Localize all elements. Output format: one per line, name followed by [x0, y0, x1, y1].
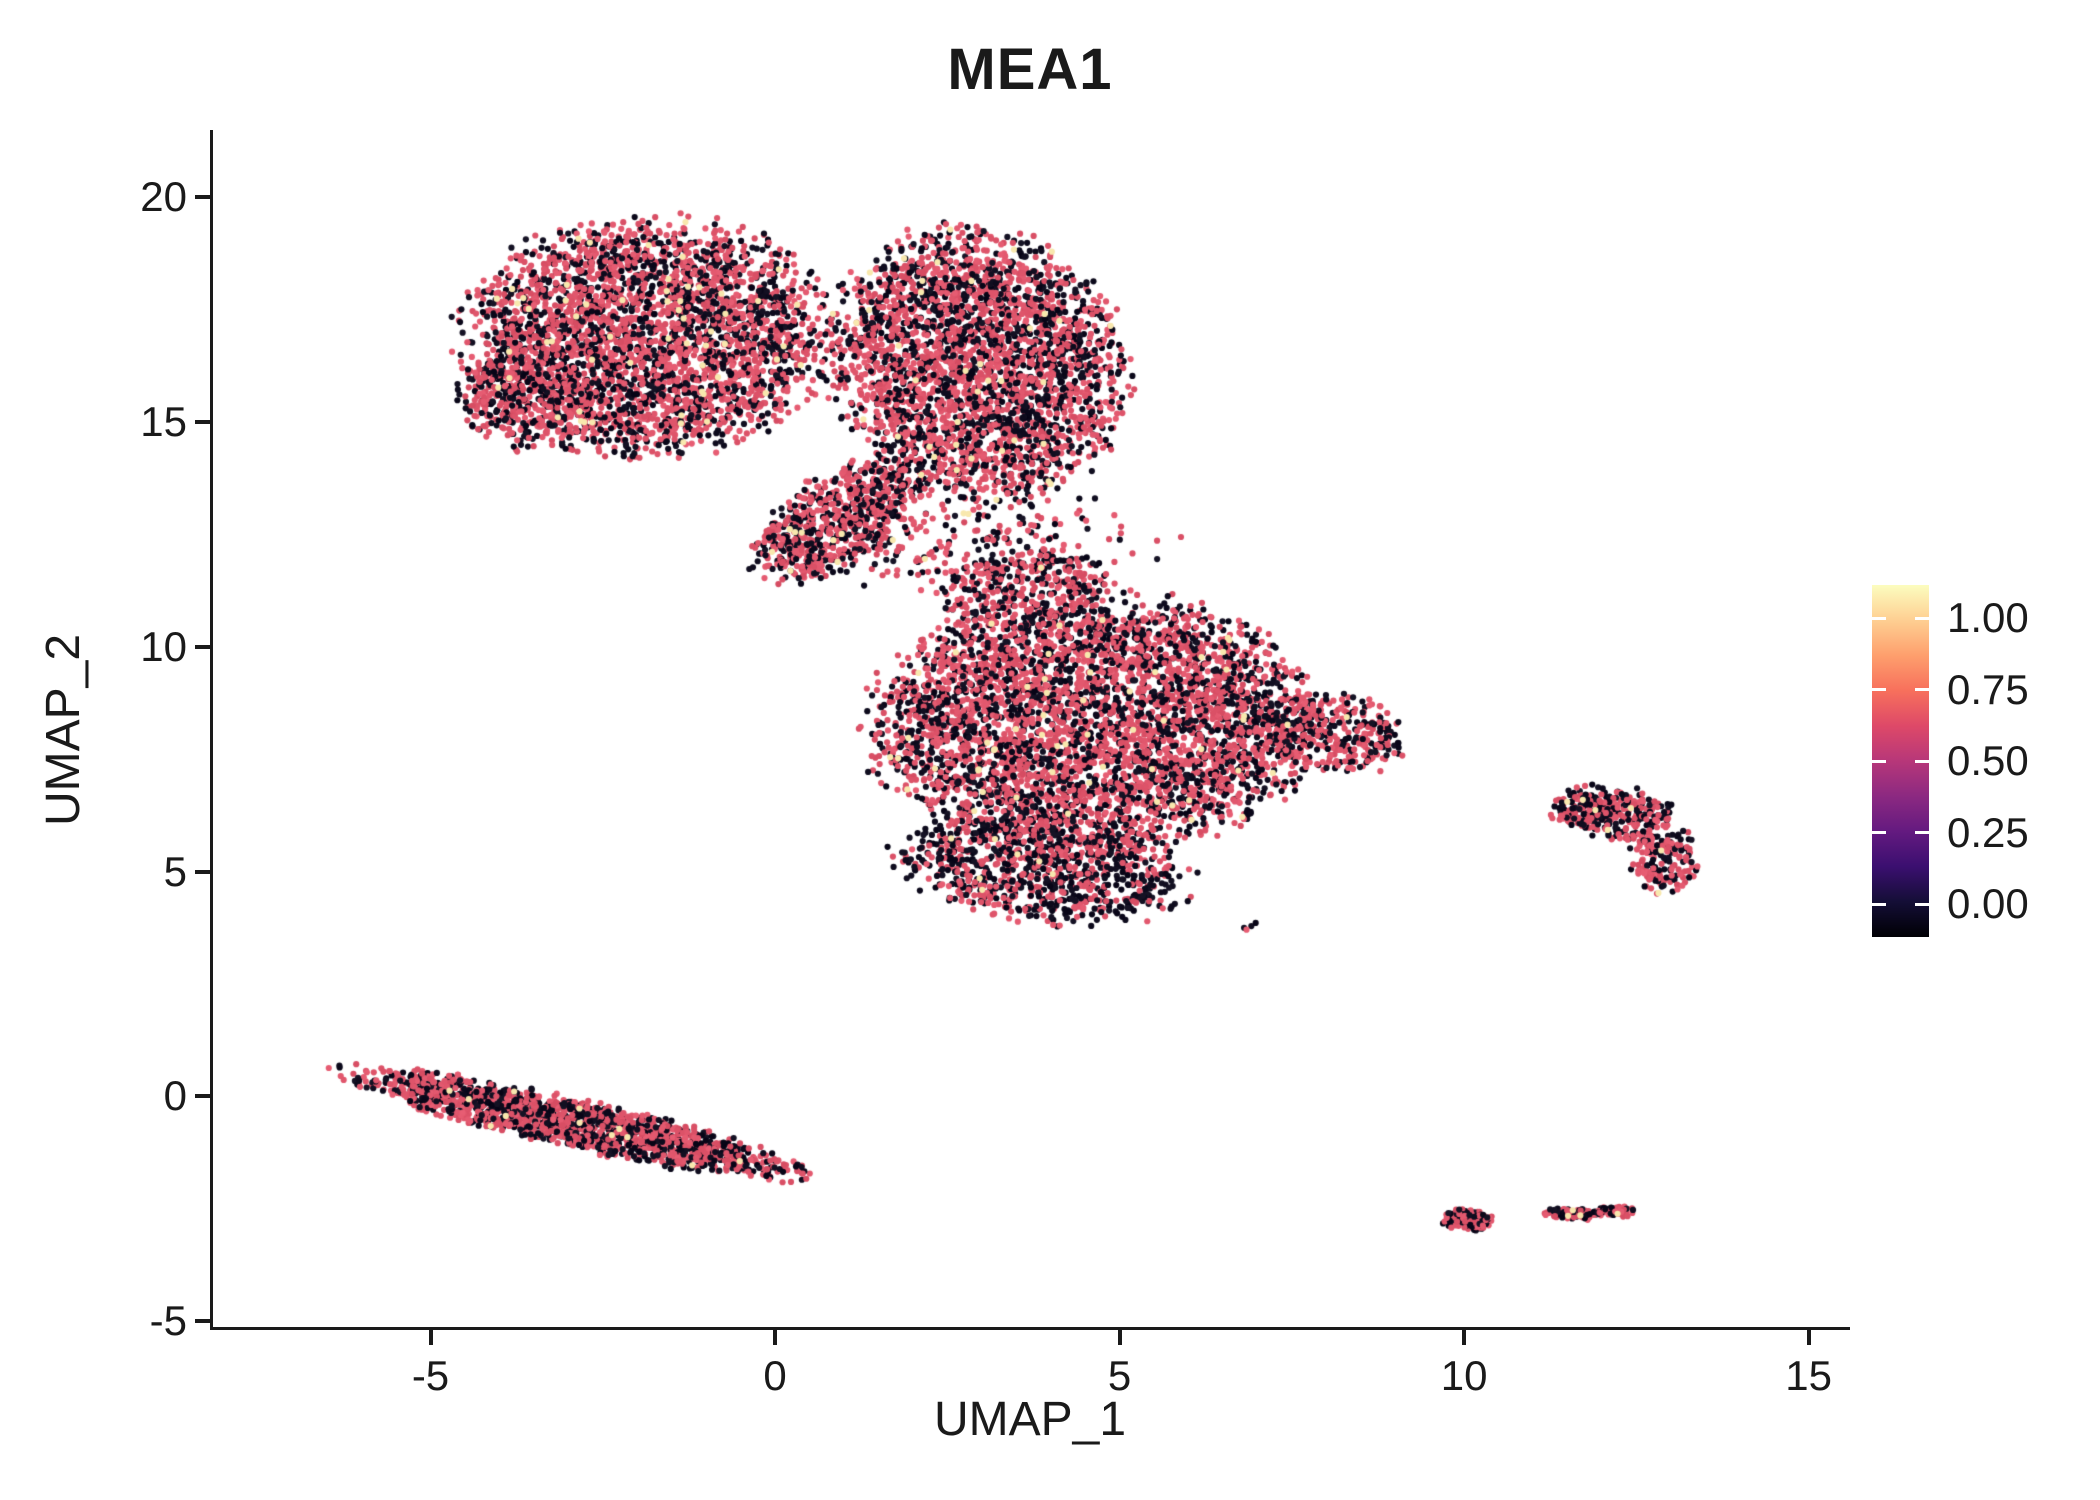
x-axis-tick-label: 10 — [1440, 1352, 1488, 1399]
y-axis-tick-mark — [195, 1319, 210, 1323]
plot-title: MEA1 — [947, 37, 1113, 102]
y-axis-tick-mark — [195, 644, 210, 649]
x-axis-tick-label: 0 — [763, 1352, 787, 1399]
x-axis-tick-mark — [1806, 1330, 1811, 1345]
y-axis-tick-label: -5 — [149, 1297, 187, 1344]
x-axis-tick-mark — [773, 1330, 778, 1345]
y-axis-tick-label: 10 — [140, 622, 187, 670]
y-axis-tick-mark — [195, 420, 210, 425]
y-axis-title: UMAP_2 — [37, 633, 90, 827]
y-axis-tick-mark — [195, 1094, 210, 1099]
colorbar-tick-mark — [1872, 902, 1886, 906]
colorbar-tick-label: 0.00 — [1947, 880, 2029, 927]
y-axis-tick-label: 15 — [140, 398, 187, 446]
x-axis-tick-label: -5 — [411, 1352, 450, 1399]
colorbar-tick-mark — [1915, 902, 1929, 906]
colorbar-tick-mark — [1915, 616, 1929, 620]
x-axis-title: UMAP_1 — [933, 1393, 1127, 1446]
y-axis-tick-label: 5 — [163, 847, 187, 895]
colorbar-tick-mark — [1915, 831, 1929, 834]
x-axis-tick-mark — [1117, 1330, 1122, 1345]
colorbar-tick-label: 0.50 — [1947, 737, 2029, 784]
colorbar-tick-mark — [1872, 616, 1886, 620]
colorbar-tick-mark — [1915, 759, 1929, 763]
scatter-canvas — [213, 130, 1853, 1330]
colorbar-tick-mark — [1915, 688, 1929, 691]
x-axis-tick-mark — [1462, 1330, 1467, 1345]
plot-area — [210, 130, 1853, 1330]
colorbar-tick-label: 0.75 — [1947, 665, 2029, 713]
y-axis-tick-label: 0 — [163, 1072, 187, 1120]
y-axis-tick-mark — [195, 195, 210, 200]
colorbar-tick-mark — [1872, 688, 1886, 691]
colorbar-legend: 1.00 0.75 0.50 0.25 0.00 — [1872, 585, 2100, 937]
colorbar-tick-mark — [1872, 759, 1886, 763]
colorbar-tick-label: 0.25 — [1947, 808, 2029, 856]
x-axis-tick-mark — [428, 1330, 433, 1345]
x-axis-tick-label: 15 — [1785, 1352, 1832, 1399]
y-axis-tick-mark — [195, 869, 210, 874]
colorbar-tick-label: 1.00 — [1947, 594, 2029, 641]
x-axis-tick-label: 5 — [1107, 1352, 1132, 1399]
colorbar-tick-mark — [1872, 831, 1886, 834]
y-axis-tick-label: 20 — [140, 173, 187, 221]
